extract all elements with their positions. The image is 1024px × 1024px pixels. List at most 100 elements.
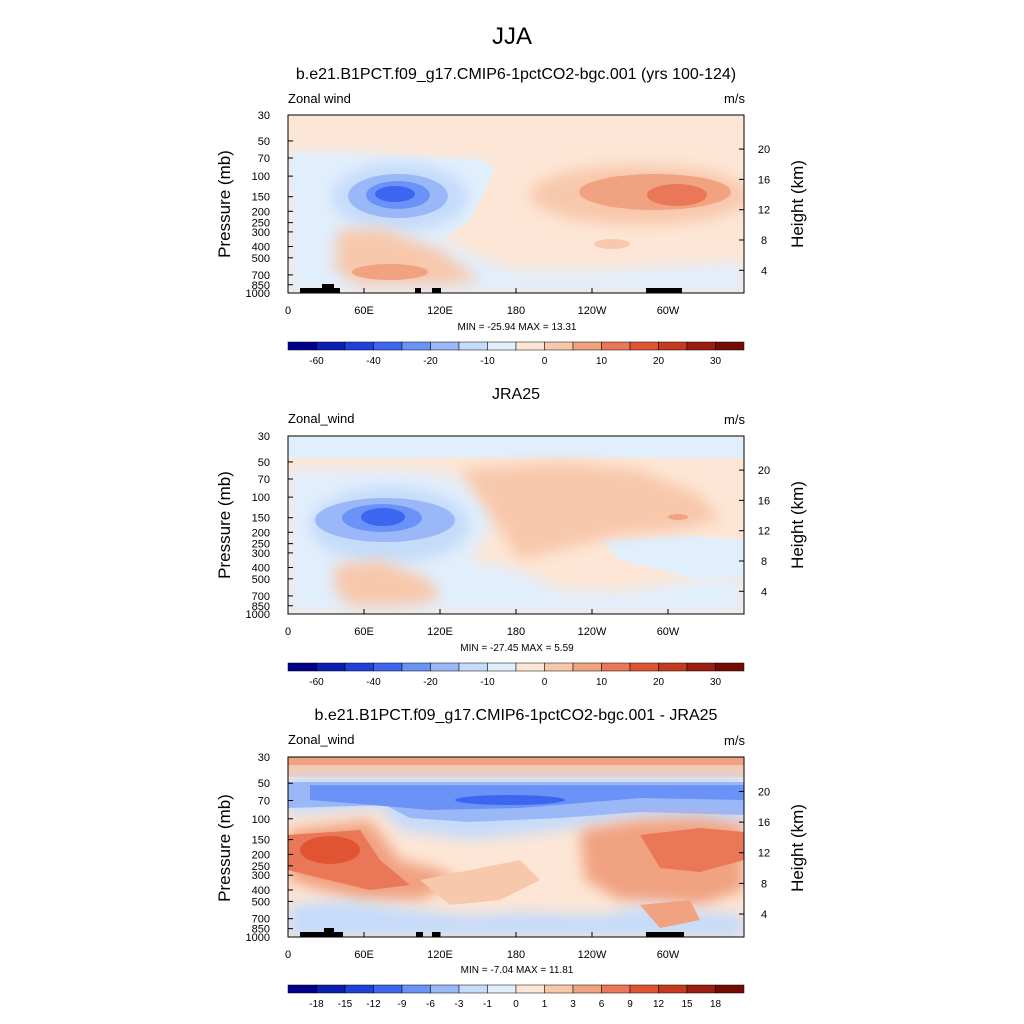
height-tick-label: 16: [758, 174, 770, 186]
colorbar-label: 9: [627, 999, 633, 1010]
colorbar-label: 0: [542, 677, 548, 688]
colorbar-swatch: [430, 662, 460, 672]
colorbar-swatch: [629, 984, 659, 994]
colorbar-swatch: [544, 341, 574, 351]
pressure-tick-label: 250: [252, 539, 270, 551]
height-tick-label: 4: [761, 586, 767, 598]
pressure-tick-label: 1000: [246, 609, 270, 621]
lower-negative: [288, 900, 744, 937]
pressure-tick-label: 300: [252, 227, 270, 239]
pressure-tick-label: 850: [252, 601, 270, 613]
positive-right-l2: [640, 828, 744, 872]
pressure-tick-label: 400: [252, 241, 270, 253]
pressure-tick-label: 500: [252, 896, 270, 908]
colorbar-swatch: [458, 662, 488, 672]
colorbar-swatch: [458, 984, 488, 994]
pressure-tick-label: 30: [258, 752, 270, 764]
height-tick-label: 12: [758, 205, 770, 217]
colorbar-swatch: [287, 341, 317, 351]
land-mask: [300, 928, 684, 937]
colorbar-label: -40: [366, 677, 381, 688]
colorbar-swatch: [572, 662, 602, 672]
colorbar-swatch: [487, 341, 517, 351]
colorbar-label: -18: [309, 999, 324, 1010]
stats-label: MIN = -25.94 MAX = 13.31: [458, 322, 577, 333]
pressure-tick-label: 100: [252, 814, 270, 826]
colorbar-label: -9: [398, 999, 407, 1010]
height-ticks: 4 8 12 16 20: [739, 144, 770, 277]
colorbar-swatch: [401, 341, 431, 351]
units-label: m/s: [724, 91, 745, 106]
mid-positive: [420, 860, 540, 905]
pressure-tick-label: 400: [252, 562, 270, 574]
pressure-tick-label: 100: [252, 492, 270, 504]
stratosphere-band: [288, 115, 744, 145]
colorbar-swatch: [629, 662, 659, 672]
westerly-jet-l3: [647, 184, 707, 206]
colorbar-swatch: [515, 984, 545, 994]
y-axis-label: Pressure (mb): [215, 794, 234, 902]
colorbar-swatch: [401, 662, 431, 672]
pressure-tick-label: 250: [252, 861, 270, 873]
height-tick-label: 8: [761, 878, 767, 890]
colorbar-label: 18: [710, 999, 722, 1010]
colorbar-swatch: [344, 984, 374, 994]
pressure-tick-label: 300: [252, 870, 270, 882]
lower-westerly-l2: [352, 264, 428, 280]
pressure-tick-label: 700: [252, 270, 270, 282]
colorbar-swatch: [658, 341, 688, 351]
colorbar: -60 -40 -20 -10 0 10 20 30: [287, 341, 745, 367]
colorbar-label: -10: [480, 356, 495, 367]
colorbar-label: 30: [710, 356, 722, 367]
lon-ticks: 0 60E 120E 180 120W 60W: [285, 288, 680, 317]
lon-tick-label: 120E: [427, 626, 453, 638]
colorbar-label: -10: [480, 677, 495, 688]
pressure-tick-label: 400: [252, 885, 270, 897]
colorbar-swatch: [487, 662, 517, 672]
easterly-jet-l4: [375, 186, 415, 202]
lon-tick-label: 0: [285, 305, 291, 317]
lon-tick-label: 60E: [354, 626, 374, 638]
pressure-tick-label: 700: [252, 591, 270, 603]
colorbar-label: -12: [366, 999, 381, 1010]
pressure-tick-label: 200: [252, 206, 270, 218]
colorbar-swatch: [430, 984, 460, 994]
colorbar-label: -20: [423, 677, 438, 688]
height-tick-label: 20: [758, 144, 770, 156]
panel-reanalysis: JRA25 Zonal_wind m/s 3050701001502002503…: [215, 386, 807, 688]
height-tick-label: 8: [761, 556, 767, 568]
colorbar-swatch: [715, 662, 745, 672]
colorbar-label: -3: [455, 999, 464, 1010]
stats-label: MIN = -7.04 MAX = 11.81: [461, 965, 574, 976]
lon-tick-label: 60W: [657, 626, 680, 638]
top-positive-band-2: [288, 757, 744, 765]
colorbar-label: 15: [681, 999, 693, 1010]
colorbar-swatch: [487, 984, 517, 994]
colorbar-swatch: [572, 341, 602, 351]
pressure-tick-label: 70: [258, 795, 270, 807]
negative-core: [455, 795, 565, 805]
positive-left-core: [300, 836, 360, 864]
colorbar-label: -60: [309, 356, 324, 367]
height-tick-label: 16: [758, 495, 770, 507]
units-label: m/s: [724, 412, 745, 427]
pressure-tick-label: 30: [258, 110, 270, 122]
lon-tick-label: 180: [507, 305, 525, 317]
colorbar-swatch: [686, 341, 716, 351]
height-tick-label: 8: [761, 235, 767, 247]
colorbar-label: 20: [653, 677, 665, 688]
pressure-tick-label: 30: [258, 431, 270, 443]
colorbar-swatch: [715, 984, 745, 994]
colorbar-swatch: [572, 984, 602, 994]
lon-tick-label: 120W: [578, 626, 607, 638]
colorbar-swatch: [316, 662, 346, 672]
small-blob: [594, 239, 630, 249]
colorbar-swatch: [344, 662, 374, 672]
colorbar-swatch: [544, 984, 574, 994]
lon-tick-label: 0: [285, 626, 291, 638]
pressure-tick-label: 700: [252, 914, 270, 926]
pressure-tick-label: 100: [252, 171, 270, 183]
pressure-tick-label: 200: [252, 849, 270, 861]
